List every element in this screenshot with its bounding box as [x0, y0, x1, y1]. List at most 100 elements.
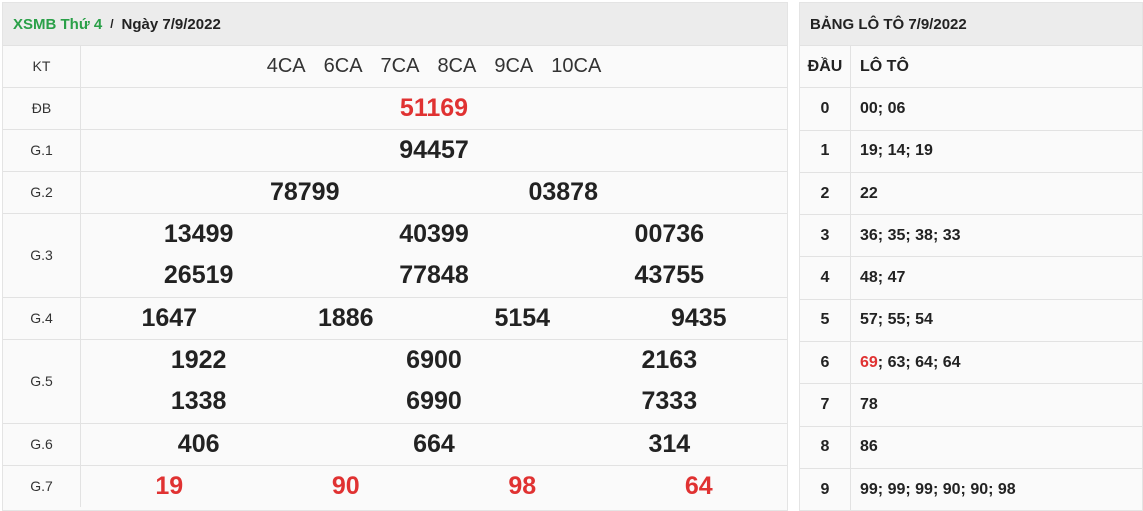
prize-line: 78799 03878 — [81, 172, 787, 213]
prize-line: 94457 — [81, 130, 787, 171]
prize-label: G.1 — [3, 128, 81, 171]
loto-number: 98 — [997, 480, 1016, 498]
loto-row: 7 78 — [800, 383, 1142, 427]
loto-number: 36 — [860, 226, 878, 244]
prize-number: 51169 — [399, 93, 469, 122]
prize-number: 314 — [648, 429, 691, 458]
kt-codes: 4CA 6CA 7CA 8CA 9CA 10CA — [80, 45, 787, 87]
loto-cell: 57; 55; 54 — [850, 298, 1142, 342]
loto-number: 22 — [860, 184, 878, 202]
loto-number: 19 — [915, 142, 933, 160]
prize-line: 19 90 98 64 — [81, 466, 787, 507]
prize-number: 9435 — [670, 303, 727, 332]
dau-cell: 4 — [800, 256, 851, 300]
loto-cell: 36; 35; 38; 33 — [850, 214, 1142, 257]
loto-number: 54 — [915, 311, 933, 329]
kt-code: 9CA — [494, 54, 534, 77]
prize-number: 5154 — [494, 303, 551, 332]
loto-cell: 48; 47 — [850, 256, 1142, 300]
loto-number: 14 — [887, 142, 906, 160]
prize-values: 13499 40399 00736 26519 77848 43755 — [80, 212, 787, 297]
prize-number: 1922 — [170, 346, 227, 374]
prize-row: G.4 1647 1886 5154 9435 — [3, 296, 787, 339]
loto-number: 57 — [860, 311, 878, 329]
breadcrumb-separator: / — [110, 17, 114, 31]
prize-number: 40399 — [399, 220, 469, 248]
prize-values: 19 90 98 64 — [80, 464, 787, 507]
prize-number: 98 — [508, 471, 537, 500]
brand-link[interactable]: XSMB Thứ 4 — [13, 15, 103, 33]
dau-cell: 1 — [800, 129, 851, 173]
prize-label: G.2 — [3, 170, 81, 213]
loto-panel: BẢNG LÔ TÔ 7/9/2022 ĐẦU LÔ TÔ 0 00; 06 1 19;… — [799, 2, 1143, 511]
loto-row: 9 99; 99; 99; 90; 90; 98 — [800, 467, 1142, 511]
prize-line: 26519 77848 43755 — [81, 255, 787, 296]
dau-cell: 8 — [800, 425, 851, 469]
dau-cell: 3 — [800, 214, 851, 257]
prize-values: 1922 6900 2163 1338 6990 7333 — [80, 338, 787, 423]
kt-label: KT — [3, 45, 81, 87]
prize-line: 51169 — [81, 88, 787, 129]
prize-number: 1886 — [317, 303, 374, 332]
prize-line: 1647 1886 5154 9435 — [81, 298, 787, 339]
prize-number: 406 — [177, 429, 220, 458]
loto-number: 86 — [860, 438, 878, 456]
loto-cell: 00; 06 — [850, 87, 1142, 131]
prize-values: 78799 03878 — [80, 170, 787, 213]
prize-number: 1647 — [141, 303, 198, 332]
prize-row: G.1 94457 — [3, 128, 787, 171]
loto-number: 64 — [942, 353, 961, 371]
kt-code: 6CA — [323, 54, 363, 77]
loto-cell: 22 — [850, 171, 1142, 215]
prize-label: ĐB — [3, 86, 81, 129]
prize-number: 19 — [155, 471, 184, 500]
kt-code: 4CA — [266, 54, 306, 77]
loto-number: 99 — [887, 480, 906, 498]
loto-number: 33 — [942, 226, 961, 244]
prize-values: 1647 1886 5154 9435 — [80, 296, 787, 339]
prize-row: G.6 406 664 314 — [3, 422, 787, 465]
dau-cell: 6 — [800, 341, 851, 384]
loto-row: 6 69; 63; 64; 64 — [800, 341, 1142, 384]
prize-number: 6990 — [406, 387, 462, 415]
loto-table: ĐẦU LÔ TÔ 0 00; 06 1 19; 14; 19 2 22 3 36; 35; 3… — [800, 44, 1142, 511]
loto-number: 06 — [887, 99, 906, 117]
prize-line: 1922 6900 2163 — [81, 340, 787, 381]
loto-number: 99 — [915, 480, 933, 498]
prize-number: 90 — [331, 471, 360, 500]
prize-row: G.5 1922 6900 2163 1338 6990 7333 — [3, 338, 787, 423]
prize-number: 43755 — [634, 261, 705, 289]
prize-number: 2163 — [641, 346, 698, 374]
prize-label: G.7 — [3, 464, 81, 507]
prize-number: 6900 — [406, 346, 462, 374]
kt-code: 10CA — [551, 54, 602, 77]
prize-number: 78799 — [269, 177, 340, 206]
loto-number: 35 — [887, 226, 906, 244]
loto-number: 64 — [915, 353, 933, 371]
prize-label: G.4 — [3, 296, 81, 339]
dau-cell: 9 — [800, 467, 851, 511]
prize-number: 00736 — [634, 220, 705, 248]
loto-title: BẢNG LÔ TÔ 7/9/2022 — [800, 3, 1142, 45]
loto-cell: 69; 63; 64; 64 — [850, 341, 1142, 384]
loto-number: 00 — [860, 99, 878, 117]
loto-row: 3 36; 35; 38; 33 — [800, 214, 1142, 257]
prize-label: G.3 — [3, 212, 81, 297]
kt-code: 7CA — [380, 54, 420, 77]
prize-line: 13499 40399 00736 — [81, 214, 787, 255]
prize-number: 64 — [684, 471, 713, 500]
prize-line: 1338 6990 7333 — [81, 381, 787, 422]
loto-number: 19 — [860, 142, 878, 160]
prize-number: 7333 — [641, 387, 698, 415]
prize-number: 94457 — [399, 135, 469, 164]
prize-row: G.3 13499 40399 00736 26519 77848 43755 — [3, 212, 787, 297]
loto-row: 4 48; 47 — [800, 256, 1142, 300]
loto-row: 5 57; 55; 54 — [800, 298, 1142, 342]
kt-code: 8CA — [437, 54, 477, 77]
loto-row: 1 19; 14; 19 — [800, 129, 1142, 173]
col-loto: LÔ TÔ — [850, 44, 1142, 88]
prize-line: 406 664 314 — [81, 424, 787, 465]
loto-number: 78 — [860, 396, 878, 414]
results-table: KT 4CA 6CA 7CA 8CA 9CA 10CA ĐB 51169 G.1 94457 G.2… — [3, 45, 787, 507]
dau-cell: 2 — [800, 171, 851, 215]
